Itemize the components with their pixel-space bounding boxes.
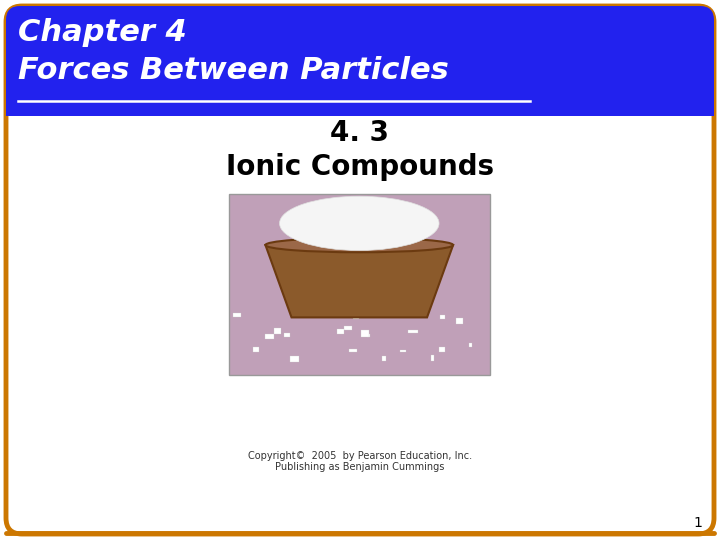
FancyBboxPatch shape	[6, 6, 714, 534]
Text: Publishing as Benjamin Cummings: Publishing as Benjamin Cummings	[275, 462, 445, 472]
FancyBboxPatch shape	[233, 313, 241, 317]
FancyBboxPatch shape	[440, 315, 446, 319]
FancyBboxPatch shape	[431, 355, 434, 361]
Ellipse shape	[266, 238, 453, 252]
FancyBboxPatch shape	[253, 347, 258, 353]
FancyBboxPatch shape	[274, 328, 281, 334]
FancyBboxPatch shape	[382, 356, 386, 361]
FancyBboxPatch shape	[439, 347, 444, 352]
Ellipse shape	[279, 196, 439, 251]
FancyBboxPatch shape	[6, 6, 714, 111]
FancyBboxPatch shape	[408, 329, 418, 333]
FancyBboxPatch shape	[289, 356, 300, 362]
FancyBboxPatch shape	[456, 318, 462, 325]
FancyBboxPatch shape	[367, 334, 371, 337]
Text: Copyright©  2005  by Pearson Education, Inc.: Copyright© 2005 by Pearson Education, In…	[248, 451, 472, 461]
Bar	[229, 194, 490, 375]
FancyBboxPatch shape	[353, 315, 359, 319]
Text: Forces Between Particles: Forces Between Particles	[18, 56, 449, 85]
FancyBboxPatch shape	[284, 333, 290, 337]
Text: Ionic Compounds: Ionic Compounds	[226, 153, 494, 181]
FancyBboxPatch shape	[266, 334, 274, 339]
FancyBboxPatch shape	[344, 326, 351, 330]
FancyBboxPatch shape	[361, 330, 369, 337]
FancyBboxPatch shape	[336, 329, 344, 334]
Polygon shape	[266, 245, 453, 318]
Text: Chapter 4: Chapter 4	[18, 18, 186, 47]
FancyBboxPatch shape	[400, 350, 406, 352]
Bar	[6, 52, 714, 116]
FancyBboxPatch shape	[349, 349, 357, 352]
FancyBboxPatch shape	[469, 343, 472, 347]
Text: 4. 3: 4. 3	[330, 119, 390, 147]
Text: 1: 1	[693, 516, 702, 530]
